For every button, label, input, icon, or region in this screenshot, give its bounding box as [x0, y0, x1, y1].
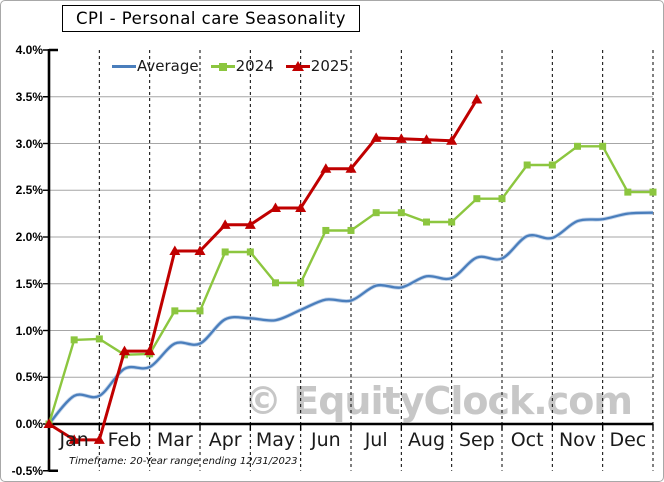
x-axis-month-label: Jul	[364, 429, 388, 451]
y-axis-tick-label: -0.5%	[11, 463, 43, 478]
x-axis-month-label: Apr	[208, 429, 242, 451]
series-marker-2025	[194, 245, 206, 256]
average-line-icon	[112, 59, 136, 73]
series-marker-2025	[119, 345, 130, 356]
y-axis-tick-label: 3.0%	[15, 136, 43, 151]
series-marker-2025	[270, 202, 281, 213]
series-marker-2024	[297, 279, 305, 287]
x-axis-month-label: Oct	[510, 429, 544, 451]
legend-item-2024: 2024	[210, 57, 274, 75]
legend-label-2025: 2025	[310, 57, 349, 75]
series-marker-2025	[144, 345, 156, 356]
series-marker-2024	[473, 195, 481, 203]
series-marker-2024	[624, 188, 632, 196]
legend-label-2024: 2024	[235, 57, 274, 75]
series-marker-2025	[169, 245, 181, 256]
x-axis-month-label: Aug	[407, 429, 446, 451]
series-marker-2024	[171, 307, 179, 315]
series-marker-2024	[196, 307, 204, 315]
y-axis-tick-label: 4.0%	[15, 43, 43, 57]
x-axis-month-label: May	[255, 429, 296, 451]
series-marker-2025	[244, 219, 256, 229]
series-line-2025	[48, 98, 479, 442]
square-marker-icon	[210, 59, 235, 73]
y-axis-tick-label: 2.0%	[15, 230, 43, 244]
series-marker-2025	[345, 163, 357, 173]
series-marker-2024	[221, 248, 229, 256]
y-axis-tick-label: 1.0%	[15, 323, 43, 338]
series-marker-2024	[397, 209, 405, 217]
y-axis-tick-label: 1.5%	[15, 276, 43, 291]
series-marker-2025	[370, 132, 382, 142]
y-axis-tick-label: 0.5%	[15, 370, 43, 385]
watermark: © EquityClock.com	[244, 379, 633, 423]
legend-item-average: Average	[112, 57, 199, 75]
series-marker-2025	[93, 434, 105, 444]
legend-label-average: Average	[137, 57, 199, 75]
series-marker-2025	[320, 163, 332, 173]
y-axis-tick-label: 2.5%	[15, 183, 43, 198]
series-marker-2024	[347, 226, 355, 234]
series-marker-2025	[43, 418, 55, 428]
x-axis-month-label: Nov	[558, 429, 597, 451]
series-marker-2025	[219, 219, 231, 229]
series-marker-2024	[548, 161, 556, 169]
series-line-Average	[48, 211, 654, 425]
x-axis-month-label: Jun	[310, 429, 341, 451]
x-axis-month-label: Feb	[107, 429, 142, 451]
x-axis-month-label: Dec	[609, 429, 647, 451]
series-marker-2025	[395, 133, 407, 143]
series-marker-2024	[372, 209, 380, 217]
x-axis-month-label: Jan	[59, 429, 89, 451]
chart-legend: Average 2024 2025	[112, 57, 349, 75]
series-marker-2025	[471, 94, 483, 104]
series-marker-2025	[295, 202, 307, 213]
series-marker-2024	[246, 248, 254, 256]
y-axis-tick-label: 0.0%	[15, 417, 43, 431]
x-axis-month-label: Sep	[458, 429, 495, 451]
triangle-marker-icon	[285, 59, 310, 73]
series-marker-2025	[446, 135, 458, 145]
series-marker-2024	[448, 218, 456, 226]
series-marker-2025	[68, 434, 80, 444]
series-marker-2024	[574, 142, 581, 150]
series-marker-2024	[423, 218, 430, 226]
series-marker-2024	[272, 279, 279, 287]
timeframe-note: Timeframe: 20-Year range ending 12/31/20…	[69, 456, 298, 467]
y-axis-tick-label: 3.5%	[15, 89, 43, 104]
series-marker-2025	[421, 134, 432, 144]
legend-item-2025: 2025	[285, 57, 349, 75]
x-axis-month-label: Mar	[156, 429, 193, 451]
series-marker-2024	[649, 188, 657, 196]
series-marker-2024	[599, 142, 607, 150]
series-marker-2024	[95, 335, 103, 343]
series-marker-2024	[498, 195, 506, 203]
series-marker-2024	[322, 226, 330, 234]
series-marker-2024	[70, 336, 78, 344]
chart-title: CPI - Personal care Seasonality	[62, 5, 361, 32]
series-marker-2024	[523, 161, 531, 169]
